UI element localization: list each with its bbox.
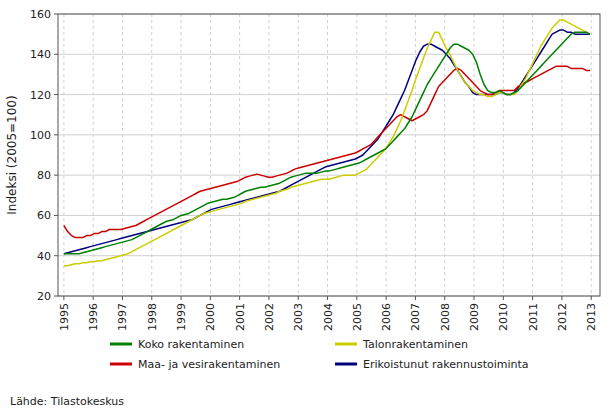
y-tick-label: 100 — [30, 129, 51, 142]
y-tick-label: 40 — [37, 250, 51, 263]
x-tick-label: 1996 — [87, 303, 100, 331]
y-tick — [54, 14, 58, 15]
y-grid-line — [58, 215, 600, 216]
x-grid-line — [532, 14, 533, 296]
x-tick — [591, 296, 592, 300]
x-grid-line — [561, 14, 562, 296]
x-grid-line — [503, 14, 504, 296]
y-tick — [54, 94, 58, 95]
x-grid-line — [93, 14, 94, 296]
legend: Koko rakentaminen Talonrakentaminen Maa- j… — [110, 338, 529, 371]
y-tick — [54, 175, 58, 176]
legend-swatch — [335, 343, 357, 346]
axes: 20 40 60 80 100 120 140 160 1995 1996 1997 1998 1999… — [30, 8, 600, 331]
x-tick — [181, 296, 182, 300]
y-tick-label: 20 — [37, 290, 51, 303]
x-tick — [561, 296, 562, 300]
x-tick-label: 2000 — [204, 303, 217, 331]
legend-label: Talonrakentaminen — [362, 338, 468, 351]
x-tick-label: 2007 — [409, 303, 422, 331]
x-grid-line — [298, 14, 299, 296]
x-tick-label: 2008 — [439, 303, 452, 331]
y-tick-label: 120 — [30, 89, 51, 102]
x-tick — [298, 296, 299, 300]
legend-label: Erikoistunut rakennustoiminta — [363, 358, 529, 371]
x-grid-line — [591, 14, 592, 296]
grid — [58, 14, 600, 296]
x-tick — [268, 296, 269, 300]
x-tick-label: 2002 — [263, 303, 276, 331]
x-grid-line — [151, 14, 152, 296]
series-line — [64, 66, 590, 237]
x-tick — [122, 296, 123, 300]
x-tick — [63, 296, 64, 300]
y-tick-label: 140 — [30, 48, 51, 61]
y-tick — [54, 54, 58, 55]
x-tick — [151, 296, 152, 300]
series-line — [64, 20, 590, 266]
x-tick-label: 2012 — [556, 303, 569, 331]
x-tick-label: 2003 — [292, 303, 305, 331]
x-tick — [386, 296, 387, 300]
x-tick — [327, 296, 328, 300]
x-grid-line — [181, 14, 182, 296]
y-grid-line — [58, 255, 600, 256]
x-grid-line — [415, 14, 416, 296]
x-tick — [356, 296, 357, 300]
x-tick-label: 2005 — [351, 303, 364, 331]
x-tick-label: 1998 — [146, 303, 159, 331]
chart-svg: 20 40 60 80 100 120 140 160 1995 1996 1997 1998 1999… — [0, 0, 616, 416]
legend-swatch — [335, 363, 357, 366]
plot-frame — [58, 14, 600, 296]
legend-swatch — [110, 363, 132, 366]
x-tick-label: 2010 — [497, 303, 510, 331]
x-grid-line — [122, 14, 123, 296]
lines — [64, 20, 590, 266]
series-line — [64, 32, 590, 254]
y-tick-label: 60 — [37, 209, 51, 222]
series-line — [64, 30, 590, 254]
x-tick-label: 2004 — [322, 303, 335, 331]
legend-label: Maa- ja vesirakentaminen — [138, 358, 280, 371]
x-tick — [474, 296, 475, 300]
plot-background — [58, 14, 600, 296]
x-tick-label: 2001 — [234, 303, 247, 331]
y-tick — [54, 296, 58, 297]
x-tick — [444, 296, 445, 300]
x-tick-label: 2009 — [468, 303, 481, 331]
x-tick-label: 2006 — [380, 303, 393, 331]
x-tick-label: 1995 — [58, 303, 71, 331]
x-grid-line — [386, 14, 387, 296]
x-grid-line — [210, 14, 211, 296]
x-grid-line — [327, 14, 328, 296]
y-tick — [54, 215, 58, 216]
source-note: Lähde: Tilastokeskus — [10, 395, 124, 408]
y-tick — [54, 134, 58, 135]
y-grid-line — [58, 134, 600, 135]
x-tick — [93, 296, 94, 300]
y-grid-line — [58, 54, 600, 55]
y-tick-label: 80 — [37, 169, 51, 182]
x-tick-label: 2011 — [527, 303, 540, 331]
x-tick — [415, 296, 416, 300]
y-tick — [54, 255, 58, 256]
x-tick — [239, 296, 240, 300]
x-tick — [532, 296, 533, 300]
x-tick-label: 1997 — [116, 303, 129, 331]
x-tick — [210, 296, 211, 300]
legend-label: Koko rakentaminen — [138, 338, 244, 351]
x-tick-label: 2013 — [585, 303, 598, 331]
y-grid-line — [58, 94, 600, 95]
x-grid-line — [356, 14, 357, 296]
x-grid-line — [268, 14, 269, 296]
y-grid-line — [58, 175, 600, 176]
x-tick — [503, 296, 504, 300]
chart-container: 20 40 60 80 100 120 140 160 1995 1996 1997 1998 1999… — [0, 0, 616, 416]
x-tick-label: 1999 — [175, 303, 188, 331]
y-axis-label: Indeksi (2005=100) — [5, 95, 19, 214]
legend-swatch — [110, 343, 132, 346]
y-tick-label: 160 — [30, 8, 51, 21]
x-grid-line — [239, 14, 240, 296]
